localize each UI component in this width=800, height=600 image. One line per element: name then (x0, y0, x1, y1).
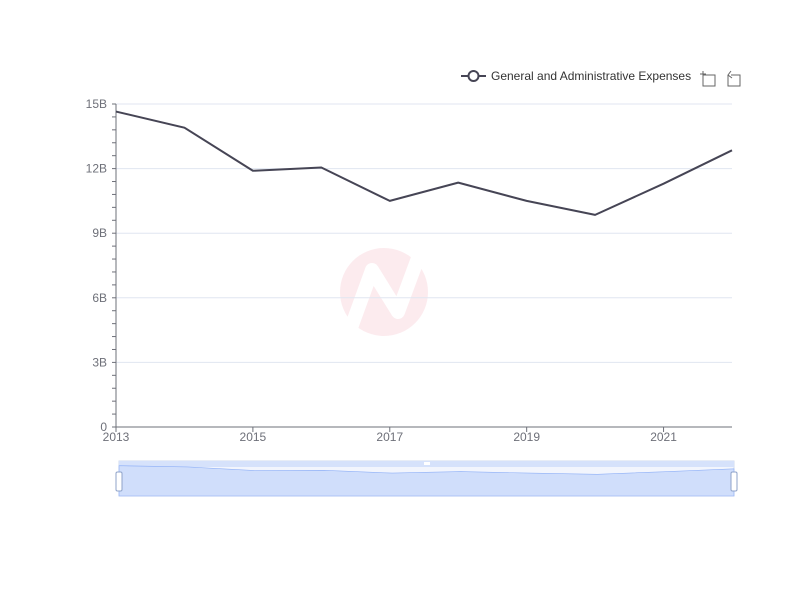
brand-logo-watermark (340, 248, 428, 336)
legend-label: General and Administrative Expenses (491, 69, 691, 83)
x-tick-label: 2021 (650, 430, 677, 444)
toolbox (700, 70, 741, 87)
x-tick-label: 2019 (513, 430, 540, 444)
zoom-handle-left[interactable] (115, 471, 123, 492)
y-axis-ticks: 0 3B 6B 9B 12B 15B (86, 97, 116, 434)
legend-marker-icon (467, 70, 480, 82)
series-line[interactable] (115, 110, 733, 216)
y-tick-label: 0 (100, 420, 107, 434)
data-point[interactable] (181, 125, 187, 131)
zoom-area-preview (118, 465, 735, 497)
data-point[interactable] (387, 198, 393, 204)
data-point[interactable] (729, 147, 735, 153)
x-tick-label: 2017 (376, 430, 403, 444)
data-point[interactable] (524, 198, 530, 204)
zoom-reset-icon[interactable] (727, 70, 741, 87)
data-zoom-icon[interactable] (700, 71, 716, 87)
y-tick-label: 3B (92, 355, 107, 369)
x-tick-label: 2015 (240, 430, 267, 444)
legend[interactable]: General and Administrative Expenses (461, 69, 691, 83)
zoom-handle-right[interactable] (730, 471, 738, 492)
data-point[interactable] (113, 109, 119, 115)
axes (115, 104, 732, 428)
y-tick-label: 6B (92, 291, 107, 305)
x-axis-ticks: 2013 2015 2017 2019 2021 (103, 427, 677, 444)
data-point[interactable] (455, 180, 461, 186)
data-point[interactable] (661, 181, 667, 187)
x-tick-label: 2013 (103, 430, 130, 444)
data-point[interactable] (592, 212, 598, 218)
data-zoom-slider[interactable] (115, 460, 738, 497)
data-point[interactable] (318, 165, 324, 171)
series-group (113, 109, 735, 218)
y-tick-label: 12B (86, 162, 107, 176)
grid-lines (116, 103, 732, 363)
y-tick-label: 15B (86, 97, 107, 111)
zoom-drag-grip-icon[interactable] (424, 462, 430, 465)
data-point[interactable] (250, 168, 256, 174)
y-tick-label: 9B (92, 226, 107, 240)
